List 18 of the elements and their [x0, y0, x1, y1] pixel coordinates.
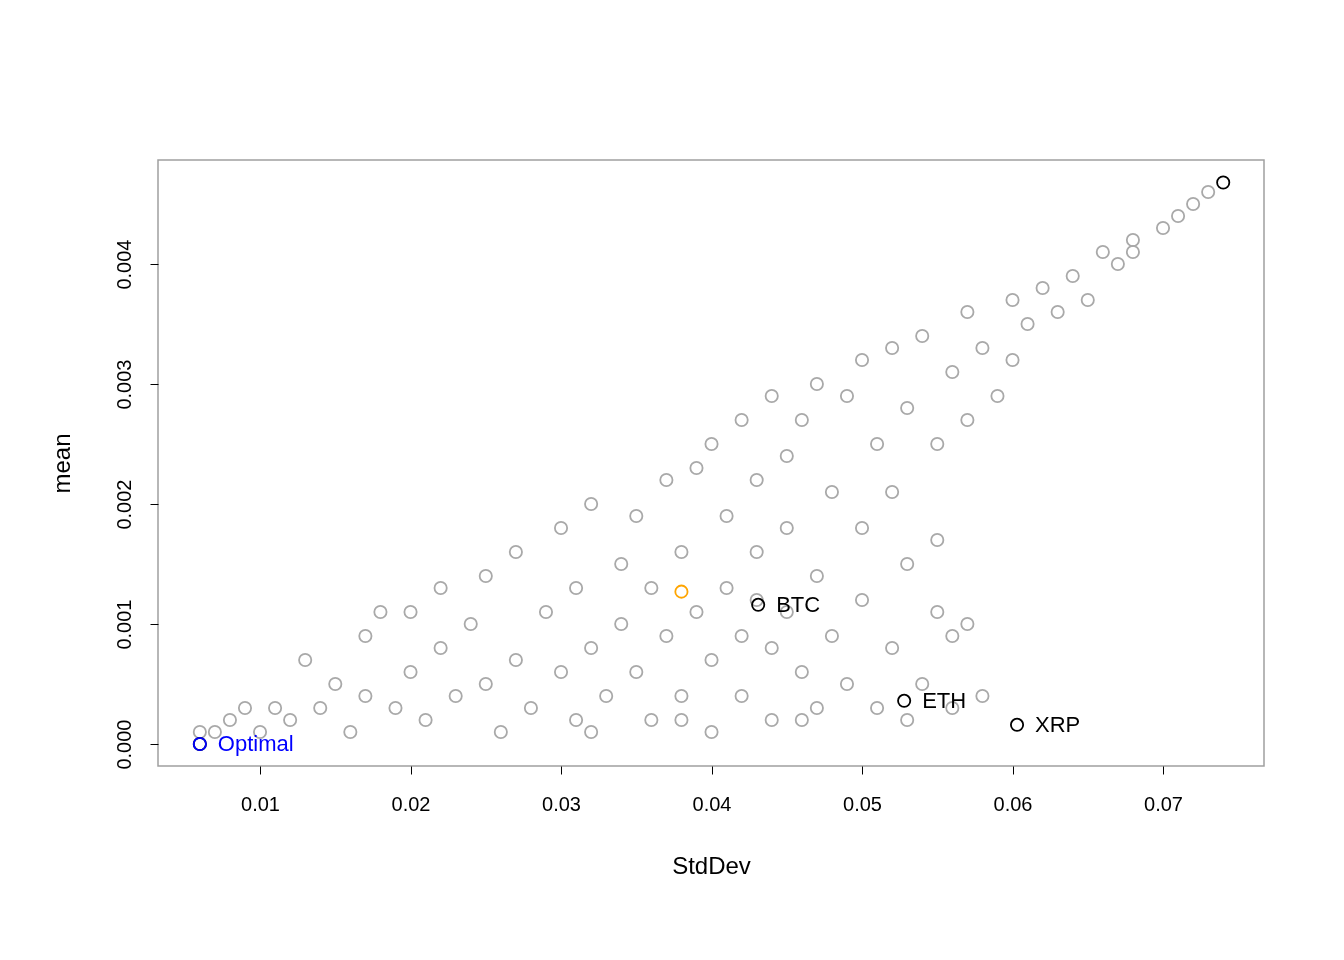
y-tick-label: 0.004 — [112, 239, 135, 290]
y-tick-label: 0.003 — [112, 359, 135, 410]
x-tick-label: 0.05 — [843, 792, 882, 815]
y-axis-title: mean — [47, 433, 75, 494]
series-label: Optimal — [217, 731, 294, 757]
y-tick-label: 0.002 — [112, 479, 135, 530]
y-tick-label: 0.000 — [112, 719, 135, 770]
x-tick-label: 0.03 — [542, 792, 581, 815]
x-tick-label: 0.07 — [1144, 792, 1183, 815]
annotation: BTC — [776, 591, 821, 617]
y-tick-label: 0.001 — [112, 599, 135, 650]
annotation: XRP — [1035, 711, 1081, 737]
x-tick-label: 0.04 — [692, 792, 732, 815]
x-tick-label: 0.01 — [241, 792, 281, 815]
x-tick-label: 0.06 — [993, 792, 1033, 815]
annotation: ETH — [922, 687, 967, 713]
x-tick-label: 0.02 — [391, 792, 431, 815]
x-axis-title: StdDev — [672, 851, 751, 879]
